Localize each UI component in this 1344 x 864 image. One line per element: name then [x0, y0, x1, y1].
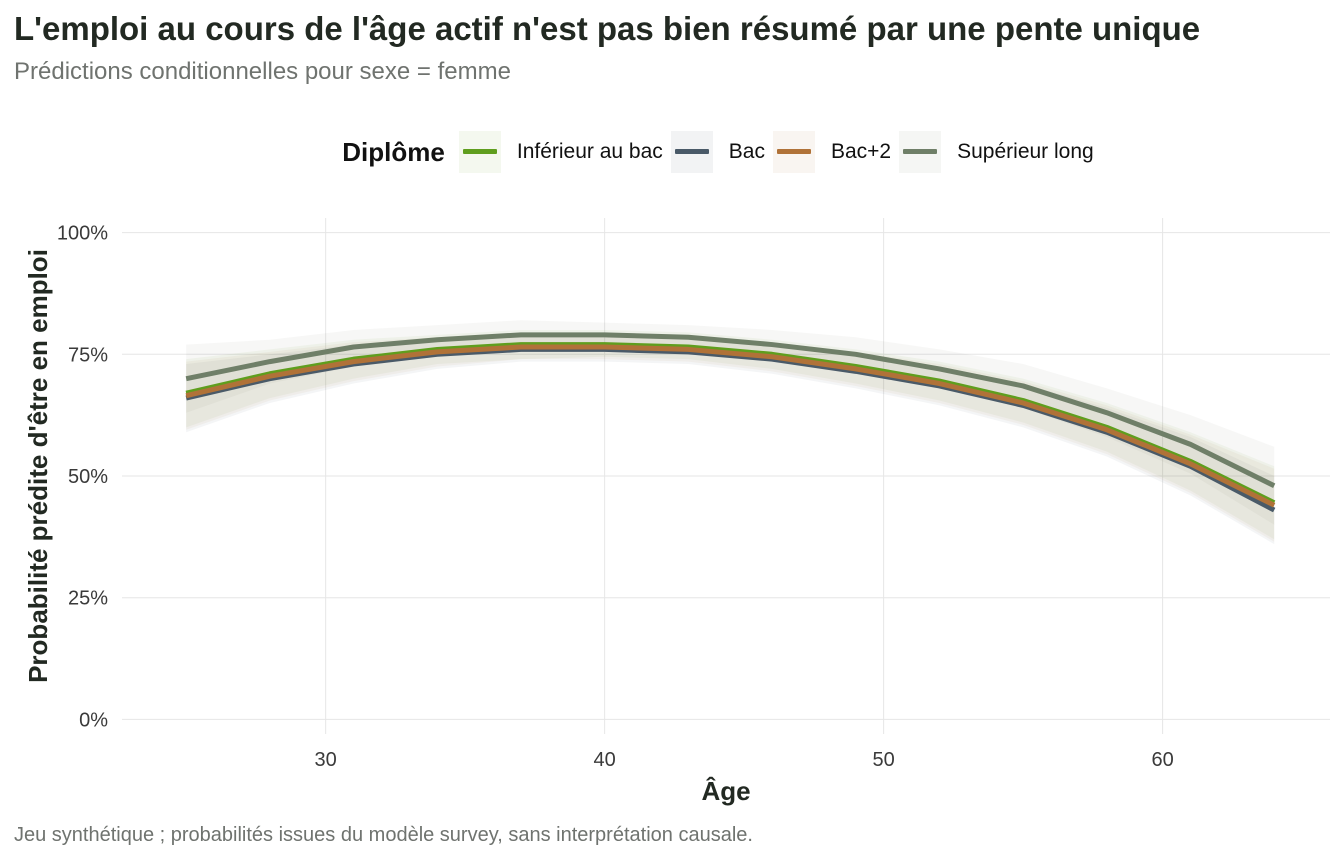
legend-item: Bac [670, 131, 765, 173]
y-axis-title: Probabilité prédite d'être en emploi [23, 249, 53, 683]
confidence-band [186, 334, 1275, 542]
legend-item: Inférieur au bac [458, 131, 663, 173]
tick-labels: 30 40 50 60 0% 25% 50% 75% 100% [57, 223, 1174, 771]
x-tick-label: 50 [873, 749, 895, 771]
confidence-band [186, 337, 1275, 545]
legend-title: Diplôme [342, 136, 445, 167]
y-tick-label: 0% [79, 709, 108, 731]
legend-label: Supérieur long [957, 140, 1094, 163]
y-tick-label: 75% [68, 344, 108, 366]
legend-key [670, 131, 713, 173]
x-tick-label: 40 [594, 749, 616, 771]
legend-items: Inférieur au bac Bac Bac+2 Supérieur long [458, 131, 1102, 173]
legend-item: Bac+2 [772, 131, 892, 173]
series-lines [185, 332, 1276, 513]
legend-label: Inférieur au bac [516, 140, 663, 163]
y-tick-label: 50% [68, 466, 108, 488]
legend: Diplôme Inférieur au bac Bac Bac+2 Supérieu… [0, 128, 1344, 176]
chart-subtitle: Prédictions conditionnelles pour sexe = … [14, 58, 511, 85]
legend-key [899, 131, 942, 173]
x-tick-label: 30 [315, 749, 337, 771]
y-tick-label: 100% [57, 223, 108, 245]
legend-label: Bac+2 [830, 140, 892, 163]
series-line [185, 344, 1276, 508]
grid-lines [122, 218, 1330, 734]
x-tick-label: 60 [1151, 749, 1173, 771]
confidence-band [186, 320, 1275, 525]
chart-title: L'emploi au cours de l'âge actif n'est p… [14, 10, 1201, 47]
legend-key [458, 131, 501, 173]
chart-caption: Jeu synthétique ; probabilités issues du… [14, 824, 753, 846]
legend-label: Bac [728, 140, 765, 163]
x-axis-title: Âge [701, 776, 750, 806]
legend-item: Supérieur long [899, 131, 1094, 173]
y-tick-label: 25% [68, 588, 108, 610]
series-line [185, 332, 1276, 488]
legend-key [772, 131, 815, 173]
